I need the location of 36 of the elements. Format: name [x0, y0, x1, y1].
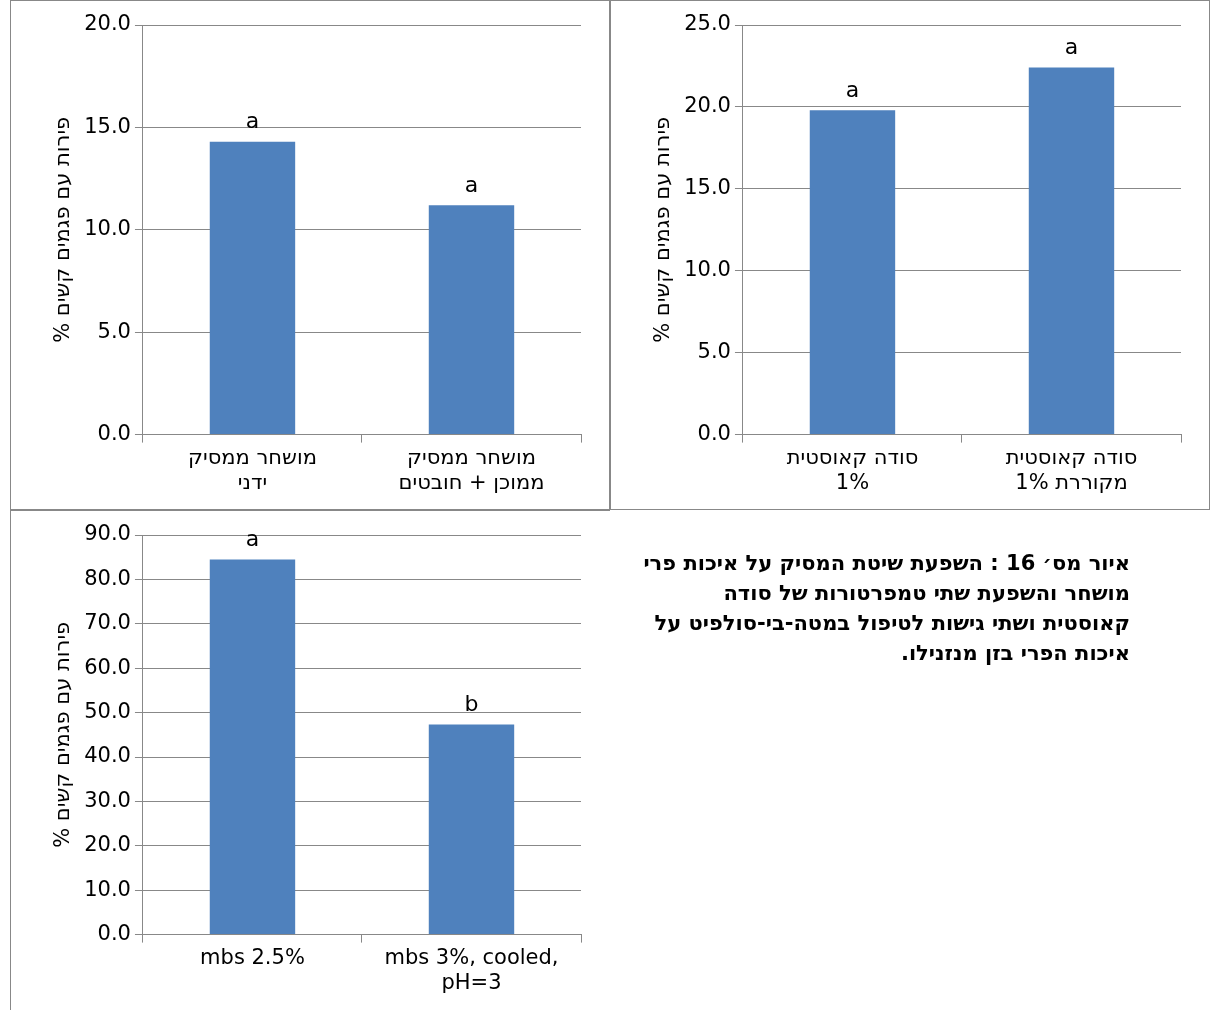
- y-tick-label: 5.0: [97, 318, 131, 343]
- text: איור מס׳ 16 : השפעת שיטת המסיק על איכות פרי מושחר והשפעת שתי טמפרטורות של סודה קאוסטית ושתי גישות לטיפול במטה-בי-סולפיט על איכות הפרי בזן מנזנילו.: [642, 550, 1130, 667]
- y-tick-label: 10.0: [84, 216, 131, 241]
- x-tick-label: mbs 2.5%: [200, 944, 305, 969]
- y-axis-title: % פירות עם פגמים קשים: [50, 116, 75, 343]
- y-tick-label: 90.0: [84, 521, 131, 546]
- y-tick-label: 15.0: [684, 175, 731, 200]
- y-tick-label: 5.0: [697, 339, 731, 364]
- y-tick-label: 0.0: [697, 421, 731, 446]
- y-tick-label: 60.0: [84, 654, 131, 679]
- y-tick-label: 20.0: [84, 832, 131, 857]
- y-tick-label: 15.0: [84, 113, 131, 138]
- y-tick-label: 10.0: [84, 876, 131, 901]
- x-tick-label: מושחר ממסיק ידני: [188, 444, 317, 494]
- annotation: a: [464, 171, 479, 197]
- y-tick-label: 70.0: [84, 610, 131, 635]
- x-tick-label: סודה קאוסטית 1% מקוררת: [1005, 444, 1138, 494]
- x-tick-label: mbs 3%, cooled, pH=3: [384, 944, 559, 994]
- y-tick-label: 10.0: [684, 257, 731, 282]
- y-tick-label: 0.0: [97, 421, 131, 446]
- y-tick-label: 20.0: [684, 93, 731, 118]
- y-tick-label: 30.0: [84, 787, 131, 812]
- y-axis-title: % פירות עם פגמים קשים: [650, 116, 675, 343]
- annotation: a: [1064, 34, 1079, 60]
- y-tick-label: 25.0: [684, 11, 731, 36]
- annotation: a: [245, 526, 260, 552]
- y-tick-label: 80.0: [84, 565, 131, 590]
- y-tick-label: 20.0: [84, 11, 131, 36]
- y-tick-label: 0.0: [97, 921, 131, 946]
- y-axis-title: % פירות עם פגמים קשים: [50, 621, 75, 848]
- annotation: a: [245, 108, 260, 134]
- annotation: a: [845, 76, 860, 102]
- y-tick-label: 50.0: [84, 699, 131, 724]
- y-tick-label: 40.0: [84, 743, 131, 768]
- annotation: b: [464, 691, 479, 717]
- x-tick-label: מושחר ממסיק ממוכן + חובטים: [398, 444, 545, 494]
